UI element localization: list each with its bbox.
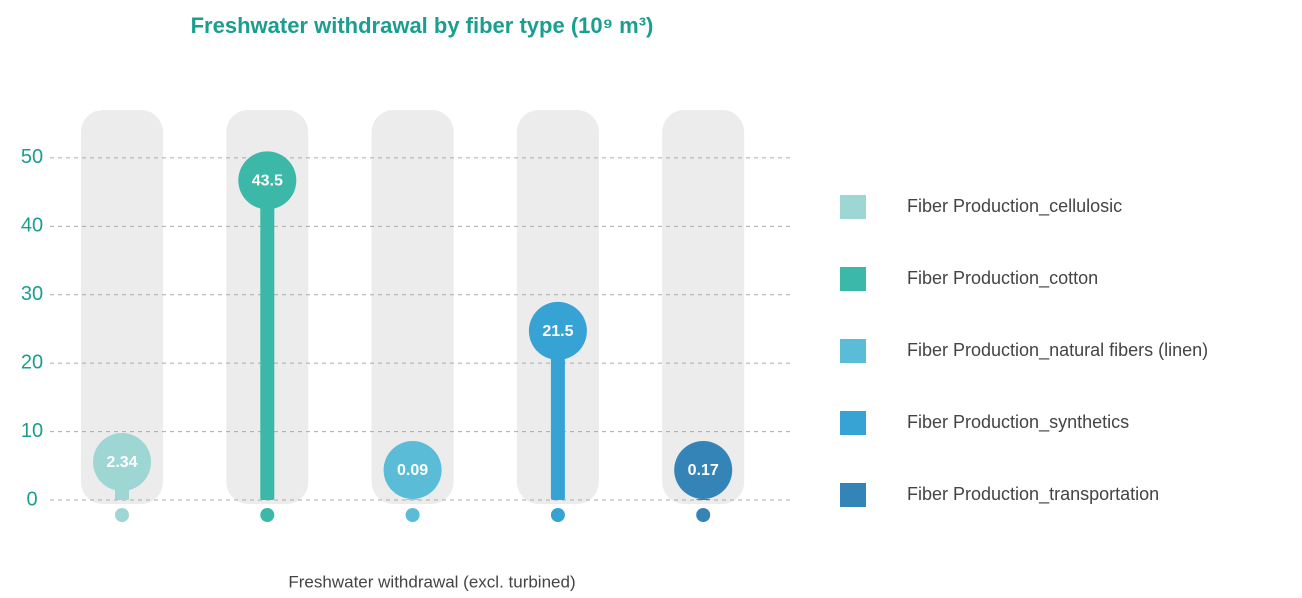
base-dot bbox=[550, 508, 565, 522]
column-background bbox=[371, 110, 454, 504]
data-label: 43.5 bbox=[252, 173, 283, 190]
bubble bbox=[383, 441, 442, 499]
base-dot bbox=[405, 508, 420, 522]
y-tick-label: 0 bbox=[26, 488, 37, 510]
base-dot bbox=[696, 508, 711, 522]
legend-label: Fiber Production_cellulosic bbox=[907, 196, 1122, 217]
legend-label: Fiber Production_synthetics bbox=[907, 412, 1129, 433]
legend-swatch bbox=[840, 483, 866, 507]
column-background bbox=[662, 110, 745, 504]
legend-swatch bbox=[840, 195, 866, 219]
legend-swatch bbox=[840, 339, 866, 363]
stem bbox=[696, 498, 711, 500]
stem bbox=[550, 352, 565, 500]
data-label: 21.5 bbox=[542, 323, 573, 340]
y-tick-label: 50 bbox=[21, 146, 43, 168]
bubble bbox=[93, 432, 151, 491]
chart-title: Freshwater withdrawal by fiber type (10⁹… bbox=[191, 13, 654, 38]
legend-swatch bbox=[840, 411, 866, 435]
y-tick-label: 10 bbox=[21, 420, 43, 442]
data-label: 0.17 bbox=[688, 462, 719, 479]
y-tick-label: 40 bbox=[21, 215, 43, 237]
stem bbox=[405, 499, 420, 500]
base-dot bbox=[260, 508, 275, 522]
legend-label: Fiber Production_cotton bbox=[907, 268, 1098, 289]
bubble bbox=[674, 441, 733, 499]
data-label: 2.34 bbox=[106, 454, 137, 471]
legend-label: Fiber Production_natural fibers (linen) bbox=[907, 340, 1208, 361]
bubble bbox=[528, 301, 587, 360]
stem bbox=[260, 202, 275, 501]
legend-swatch bbox=[840, 267, 866, 291]
column-background bbox=[81, 110, 163, 504]
x-axis-label: Freshwater withdrawal (excl. turbined) bbox=[288, 572, 575, 591]
bubble bbox=[238, 151, 297, 210]
legend-label: Fiber Production_transportation bbox=[907, 484, 1159, 505]
base-dot bbox=[115, 508, 129, 522]
y-tick-label: 20 bbox=[21, 351, 43, 373]
data-label: 0.09 bbox=[397, 462, 428, 479]
y-tick-label: 30 bbox=[21, 283, 43, 305]
